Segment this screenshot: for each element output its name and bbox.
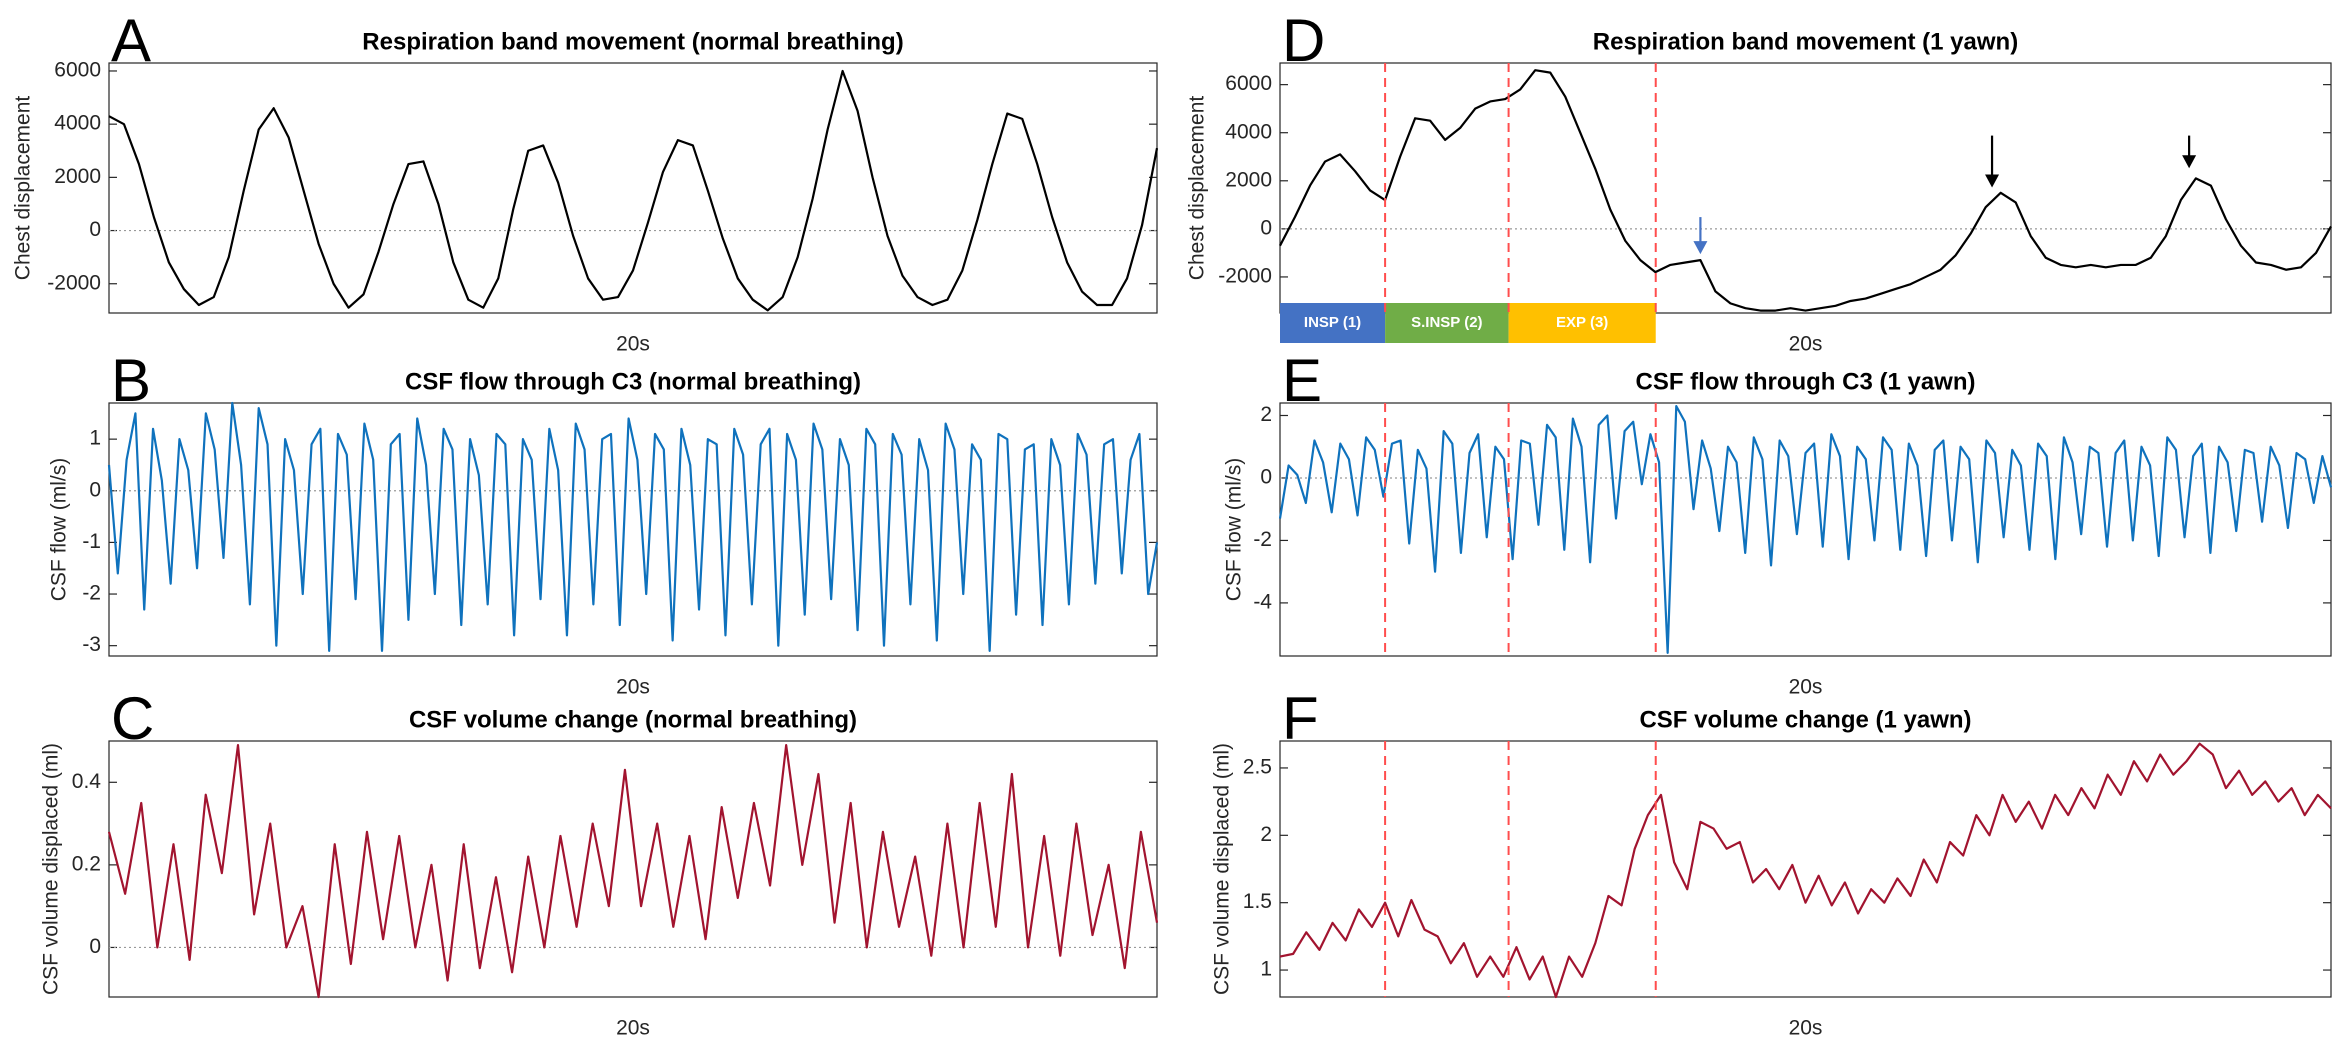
y-tick-label: 1 (1260, 958, 1272, 981)
x-axis-label: 20s (1789, 333, 1823, 356)
y-tick-label: 0 (1260, 216, 1272, 239)
data-line (107, 744, 1159, 999)
data-line (1278, 405, 2333, 654)
y-axis-label: CSF volume displaced (ml) (40, 743, 63, 995)
phase-bar (1385, 303, 1509, 343)
y-tick-label: 4000 (1225, 120, 1272, 143)
y-axis-label: CSF flow (ml/s) (1223, 458, 1246, 602)
x-axis-label: 20s (1789, 1017, 1823, 1040)
phase-label: INSP (1) (1304, 314, 1361, 331)
y-tick-label: 2 (1260, 823, 1272, 846)
y-tick-label: 0 (1260, 466, 1272, 489)
chart-title: Respiration band movement (normal breath… (362, 28, 903, 55)
y-tick-label: 0 (89, 218, 101, 241)
y-tick-label: 1.5 (1243, 890, 1272, 913)
data-line (108, 69, 1159, 312)
y-tick-label: 2000 (1225, 168, 1272, 191)
y-tick-label: -2000 (1218, 264, 1272, 287)
arrow-head (1693, 241, 1708, 255)
panel: E CSF flow through C3 (1 yawn) CSF flow (m… (1223, 347, 2333, 699)
y-tick-label: -2 (82, 582, 101, 605)
axes-box (108, 740, 1158, 998)
chart-title: CSF flow through C3 (1 yawn) (1636, 368, 1976, 395)
panel: B CSF flow through C3 (normal breathing) C… (48, 347, 1159, 699)
y-tick-label: 0 (89, 935, 101, 958)
panel: A Respiration band movement (normal breat… (12, 7, 1159, 356)
y-tick-label: -1 (82, 530, 101, 553)
phase-bar (1280, 303, 1386, 343)
chart-title: CSF volume change (1 yawn) (1639, 706, 1971, 733)
y-axis-label: CSF flow (ml/s) (48, 458, 71, 602)
arrow-head (2182, 155, 2197, 169)
y-tick-label: -2 (1253, 528, 1272, 551)
data-line (1279, 742, 2332, 999)
y-tick-label: -2000 (47, 271, 101, 294)
phase-label: EXP (3) (1556, 314, 1608, 331)
chart-title: CSF volume change (normal breathing) (409, 706, 857, 733)
data-line (107, 401, 1159, 652)
panel: F CSF volume change (1 yawn) CSF volume di… (1211, 685, 2332, 1040)
axes-box (1279, 62, 2332, 314)
y-tick-label: 6000 (1225, 72, 1272, 95)
y-tick-label: -4 (1253, 590, 1272, 613)
panel-letter: D (1282, 7, 1325, 74)
y-tick-label: 6000 (54, 59, 101, 82)
x-axis-label: 20s (616, 333, 650, 356)
data-line (1279, 69, 2332, 312)
arrow-head (1985, 174, 2000, 188)
axes-box (108, 62, 1158, 314)
y-tick-label: 4000 (54, 112, 101, 135)
panel-letter: E (1282, 347, 1322, 414)
phase-bar (1508, 303, 1656, 343)
panel-letter: A (111, 7, 151, 74)
chart-title: CSF flow through C3 (normal breathing) (405, 368, 861, 395)
panel: D Respiration band movement (1 yawn) Chest… (1186, 7, 2332, 356)
y-tick-label: 2000 (54, 165, 101, 188)
chart-title: Respiration band movement (1 yawn) (1593, 28, 2018, 55)
y-axis-label: Chest displacement (1186, 96, 1209, 281)
panel-letter: F (1282, 685, 1319, 752)
y-tick-label: 2.5 (1243, 755, 1272, 778)
y-axis-label: Chest displacement (12, 96, 35, 281)
x-axis-label: 20s (616, 1017, 650, 1040)
y-tick-label: 0.4 (72, 770, 102, 793)
y-tick-label: 1 (89, 427, 101, 450)
panel-letter: B (111, 347, 151, 414)
x-axis-label: 20s (616, 676, 650, 699)
axes-box (108, 402, 1158, 657)
x-axis-label: 20s (1789, 676, 1823, 699)
y-tick-label: -3 (82, 633, 101, 656)
phase-label: S.INSP (2) (1411, 314, 1482, 331)
y-tick-label: 2 (1260, 403, 1272, 426)
y-tick-label: 0 (89, 478, 101, 501)
panel-letter: C (111, 685, 154, 752)
y-tick-label: 0.2 (72, 852, 101, 875)
panel: C CSF volume change (normal breathing) CSF… (40, 685, 1159, 1040)
y-axis-label: CSF volume displaced (ml) (1211, 743, 1234, 995)
axes-box (1279, 740, 2332, 998)
